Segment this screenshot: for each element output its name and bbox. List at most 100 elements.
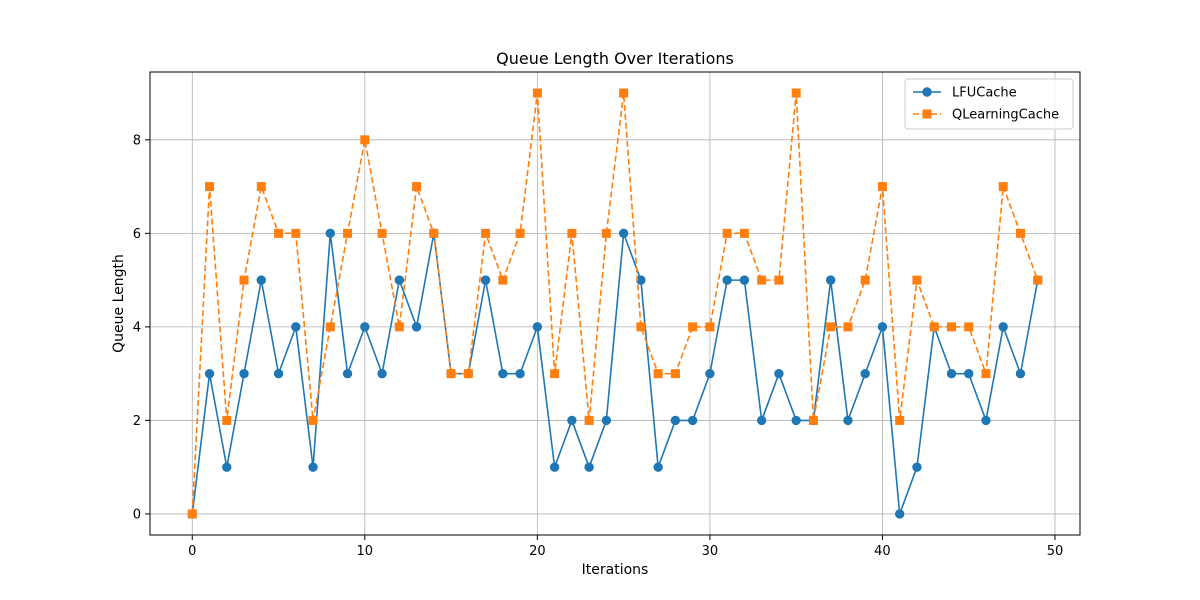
data-point-lfucache [670, 415, 681, 426]
data-point-qlearningcache [274, 228, 284, 238]
data-point-qlearningcache [343, 228, 353, 238]
data-point-lfucache [877, 322, 888, 332]
data-point-qlearningcache [1033, 275, 1043, 285]
data-point-lfucache [601, 415, 612, 426]
data-point-qlearningcache [187, 509, 197, 519]
data-point-qlearningcache [860, 275, 870, 285]
data-point-lfucache [239, 368, 249, 379]
data-point-qlearningcache [601, 228, 611, 238]
data-point-qlearningcache [567, 228, 577, 238]
data-point-qlearningcache [394, 322, 404, 332]
data-point-lfucache [567, 415, 577, 426]
x-tick-label: 10 [357, 544, 374, 559]
data-point-lfucache [739, 275, 750, 285]
data-point-lfucache [532, 322, 543, 332]
data-point-qlearningcache [998, 182, 1008, 192]
data-point-qlearningcache [412, 182, 422, 192]
data-point-qlearningcache [739, 228, 749, 238]
y-tick-label: 2 [133, 414, 141, 429]
legend-marker-qlearningcache [922, 109, 932, 119]
series-qlearningcache [187, 88, 1043, 519]
data-point-qlearningcache [843, 322, 853, 332]
data-point-qlearningcache [515, 228, 525, 238]
legend-marker-lfucache [922, 87, 932, 97]
data-point-lfucache [894, 509, 905, 519]
data-point-lfucache [946, 368, 957, 379]
data-point-lfucache [705, 368, 715, 379]
data-point-lfucache [860, 368, 870, 379]
data-point-qlearningcache [481, 228, 491, 238]
data-point-lfucache [756, 415, 767, 426]
x-tick-label: 0 [188, 544, 196, 559]
data-point-qlearningcache [584, 415, 594, 425]
legend-label-lfucache: LFUCache [952, 86, 1017, 101]
data-point-lfucache [273, 368, 284, 379]
data-point-qlearningcache [688, 322, 698, 332]
chart-title: Queue Length Over Iterations [496, 49, 734, 68]
data-point-lfucache [584, 462, 594, 472]
x-tick-label: 50 [1047, 544, 1064, 559]
series-layer [187, 88, 1043, 519]
data-point-lfucache [360, 322, 370, 332]
data-point-qlearningcache [877, 182, 887, 192]
data-point-qlearningcache [722, 228, 732, 238]
data-point-lfucache [687, 415, 698, 426]
data-point-qlearningcache [550, 369, 560, 379]
data-point-lfucache [204, 368, 215, 379]
data-point-qlearningcache [308, 415, 318, 425]
data-point-qlearningcache [1015, 228, 1025, 238]
data-point-lfucache [377, 368, 387, 379]
data-point-qlearningcache [929, 322, 939, 332]
data-point-qlearningcache [636, 322, 646, 332]
legend: LFUCache QLearningCache [904, 78, 1074, 130]
data-point-lfucache [515, 368, 525, 379]
data-point-qlearningcache [291, 228, 301, 238]
data-point-lfucache [549, 462, 560, 472]
data-point-lfucache [256, 275, 266, 285]
data-point-qlearningcache [325, 322, 335, 332]
y-tick-label: 8 [133, 133, 141, 148]
data-point-lfucache [843, 415, 853, 426]
data-point-lfucache [618, 228, 629, 239]
data-point-lfucache [825, 275, 836, 285]
plot-area [150, 72, 1080, 535]
plot-frame [149, 71, 1081, 536]
y-axis-label: Queue Length [111, 254, 127, 353]
data-point-qlearningcache [705, 322, 715, 332]
data-point-qlearningcache [964, 322, 974, 332]
x-tick-label: 20 [529, 544, 546, 559]
x-tick-label: 30 [702, 544, 719, 559]
x-axis-label: Iterations [582, 562, 649, 578]
series-line-qlearningcache [191, 92, 1039, 514]
data-point-qlearningcache [205, 182, 215, 192]
data-point-qlearningcache [791, 88, 801, 98]
data-point-qlearningcache [653, 369, 663, 379]
axis-ticks: 0 10 20 30 40 50 0 2 4 6 8 [133, 133, 1064, 559]
data-point-qlearningcache [912, 275, 922, 285]
data-point-qlearningcache [757, 275, 767, 285]
data-point-qlearningcache [360, 135, 370, 145]
data-point-lfucache [722, 275, 732, 285]
data-point-lfucache [981, 415, 991, 426]
data-point-lfucache [394, 275, 405, 285]
series-line-lfucache [191, 232, 1039, 515]
data-point-qlearningcache [808, 415, 818, 425]
data-point-qlearningcache [256, 182, 266, 192]
data-point-lfucache [342, 368, 353, 379]
y-tick-label: 0 [133, 507, 141, 522]
data-point-qlearningcache [826, 322, 836, 332]
data-point-lfucache [912, 462, 922, 472]
data-point-qlearningcache [222, 415, 232, 425]
y-tick-label: 4 [133, 320, 141, 335]
data-point-lfucache [325, 228, 336, 239]
data-point-qlearningcache [377, 228, 387, 238]
legend-label-qlearningcache: QLearningCache [952, 108, 1059, 123]
data-point-lfucache [480, 275, 491, 285]
data-point-qlearningcache [239, 275, 249, 285]
data-point-lfucache [411, 322, 422, 332]
data-point-lfucache [222, 462, 232, 472]
data-point-qlearningcache [774, 275, 784, 285]
data-point-lfucache [308, 462, 318, 472]
legend-box [904, 78, 1074, 130]
